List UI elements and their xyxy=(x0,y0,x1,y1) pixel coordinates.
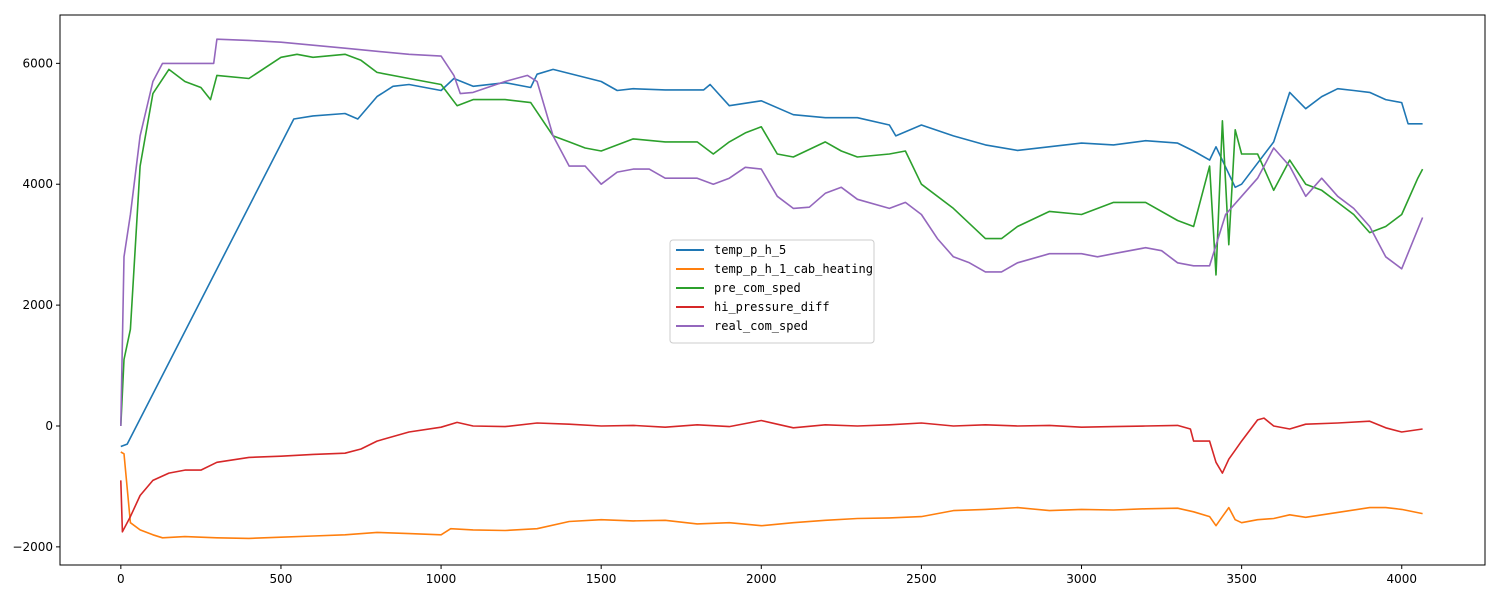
y-axis: −2000 0 2000 4000 6000 xyxy=(12,56,60,554)
x-tick-label: 500 xyxy=(270,572,293,586)
x-tick-label: 2000 xyxy=(746,572,777,586)
legend-label: hi_pressure_diff xyxy=(714,300,830,314)
axes-frame xyxy=(59,14,1486,566)
legend-label: pre_com_sped xyxy=(714,281,801,295)
series-line-pre-com-sped xyxy=(120,53,1424,427)
series-line-temp-p-h-5 xyxy=(120,68,1423,448)
y-tick-label: 0 xyxy=(45,419,53,433)
plot-area: 0 500 1000 1500 2000 2500 3000 3500 4000 −2000 0 2… xyxy=(12,14,1486,586)
x-axis: 0 500 1000 1500 2000 2500 3000 3500 4000 xyxy=(117,565,1417,586)
x-tick-label: 2500 xyxy=(906,572,937,586)
series-line-real-com-sped xyxy=(120,38,1424,427)
y-tick-label: −2000 xyxy=(12,540,53,554)
x-tick-label: 3500 xyxy=(1226,572,1257,586)
series-line-temp-p-h-1-cab-heating xyxy=(120,451,1423,540)
y-tick-label: 2000 xyxy=(22,298,53,312)
x-tick-label: 1500 xyxy=(586,572,617,586)
legend-box xyxy=(669,239,875,344)
y-tick-label: 4000 xyxy=(22,177,53,191)
series-line-hi-pressure-diff xyxy=(120,417,1423,533)
legend-label: real_com_sped xyxy=(714,319,808,333)
x-tick-label: 3000 xyxy=(1066,572,1097,586)
series-lines xyxy=(120,38,1424,540)
y-tick-label: 6000 xyxy=(22,56,53,70)
x-tick-label: 1000 xyxy=(426,572,457,586)
x-tick-label: 4000 xyxy=(1386,572,1417,586)
legend: temp_p_h_5 temp_p_h_1_cab_heating pre_com_… xyxy=(669,239,875,344)
x-tick-label: 0 xyxy=(117,572,125,586)
legend-label: temp_p_h_5 xyxy=(714,243,786,257)
legend-label: temp_p_h_1_cab_heating xyxy=(714,262,873,276)
